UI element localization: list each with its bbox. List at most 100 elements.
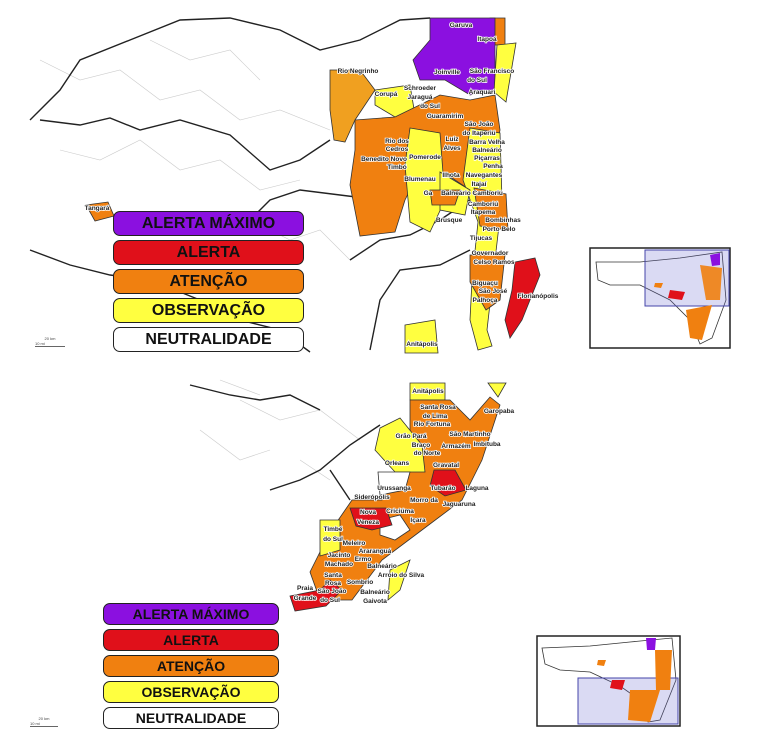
municipality-label: Grande (294, 595, 317, 602)
municipality-region (429, 469, 467, 497)
municipality-region (349, 507, 393, 531)
municipality-label: Joinville (434, 69, 460, 76)
municipality-label: São João (318, 588, 347, 595)
municipality-label: Rio Negrinho (338, 68, 379, 75)
municipality-label: Imbituba (473, 441, 500, 448)
municipal-boundaries (39, 39, 361, 481)
municipality-label: Timbé (323, 526, 342, 533)
municipality-label: Alves (443, 145, 461, 152)
municipality-label: Jaraguá (408, 94, 433, 101)
municipality-region (429, 189, 461, 206)
municipality-label: Orleans (385, 460, 410, 467)
legend-alerta: ALERTA (113, 240, 304, 265)
municipality-label: Santa (324, 572, 342, 579)
municipality-label: Balneário (472, 147, 502, 154)
municipality-label: Piçarras (474, 155, 500, 162)
municipality-region (319, 519, 341, 557)
municipality-label: São José (479, 288, 508, 295)
municipality-label: Garopaba (484, 408, 515, 415)
municipality-label: Itapema (471, 209, 496, 216)
municipality-label: Araranguá (359, 548, 392, 555)
municipality-label: Biguaçu (472, 280, 498, 287)
municipality-label: Governador (472, 250, 509, 257)
scale-mi: 10 mi (30, 721, 40, 726)
municipality-label: Siderópolis (354, 494, 390, 501)
municipality-label: Cedros (386, 146, 409, 153)
municipality-label: Balneário (367, 563, 397, 570)
municipality-label: Anitápolis (412, 388, 444, 395)
municipality-label: São Martinho (449, 431, 490, 438)
municipality-label: Pomerode (409, 154, 441, 161)
municipality-label: Ga (424, 190, 433, 197)
inset-map-top (589, 247, 731, 349)
municipality-region (374, 417, 426, 473)
municipality-label: Gaivota (363, 598, 387, 605)
municipality-region (493, 42, 517, 103)
municipality-label: do Sul (320, 597, 340, 604)
municipality-label: Camboriú (468, 201, 498, 208)
municipality-label: Braço (412, 442, 430, 449)
municipality-label: Barra Velha (469, 139, 505, 146)
municipality-region (473, 187, 509, 231)
municipality-label: Navegantes (466, 172, 503, 179)
scale-km: 20 km (44, 336, 56, 341)
municipality-label: Timbó (387, 164, 406, 171)
municipality-label: Rosa (325, 580, 341, 587)
municipality-label: do Itaperiú (462, 130, 495, 137)
municipality-label: Laguna (465, 485, 488, 492)
legend-atencao: ATENÇÃO (103, 655, 279, 677)
municipality-region (469, 254, 506, 311)
municipality-label: Blumenau (404, 176, 435, 183)
inset-map-bottom (536, 635, 681, 727)
municipality-label: Gravatal (433, 462, 459, 469)
municipality-label: Porto Belo (483, 226, 516, 233)
municipality-label: Rio dos (385, 138, 409, 145)
municipality-label: Palhoça (473, 297, 498, 304)
municipality-label: do Sul (467, 77, 487, 84)
municipality-label: Sombrio (347, 579, 373, 586)
municipality-label: Brusque (436, 217, 463, 224)
municipality-label: Santa Rosa (420, 404, 456, 411)
municipality-label: Florianópolis (518, 293, 559, 300)
municipality-region (487, 382, 507, 398)
legend-observacao: OBSERVAÇÃO (113, 298, 304, 323)
municipality-label: Celso Ramos (473, 259, 515, 266)
municipality-label: Nova (360, 509, 376, 516)
municipality-label: Praia (297, 585, 313, 592)
legend-bottom: ALERTA MÁXIMO ALERTA ATENÇÃO OBSERVAÇÃO … (103, 603, 279, 729)
legend-neutralidade: NEUTRALIDADE (113, 327, 304, 352)
municipality-label: Balneário Camboriú (441, 190, 503, 197)
municipality-region (289, 579, 343, 612)
municipality-label: Jaguaruna (443, 501, 476, 508)
legend-alerta-maximo: ALERTA MÁXIMO (113, 211, 304, 236)
municipality-label: Grão Pará (395, 433, 426, 440)
municipality-label: do Sul (323, 536, 343, 543)
municipality-label: do Sul (420, 103, 440, 110)
municipality-region (412, 17, 496, 96)
municipality-region (377, 471, 411, 496)
municipality-label: Penha (483, 163, 503, 170)
municipality-label: Corupá (375, 91, 398, 98)
municipality-label: Criciúma (386, 508, 414, 515)
scale-mi: 10 mi (35, 341, 45, 346)
municipality-label: Itajaí (472, 181, 487, 188)
legend-atencao: ATENÇÃO (113, 269, 304, 294)
municipality-region (462, 127, 503, 351)
municipality-label: Arroio do Silva (378, 572, 425, 579)
municipality-label: Morro da (410, 497, 438, 504)
municipality-label: Meleiro (343, 540, 366, 547)
municipality-label: Schroeder (404, 85, 437, 92)
municipality-label: Anitápolis (406, 341, 438, 348)
municipality-label: Tangará (85, 205, 110, 212)
municipality-label: Veneza (357, 519, 379, 526)
legend-neutralidade: NEUTRALIDADE (103, 707, 279, 729)
municipality-label: Armazém (441, 443, 470, 450)
municipality-label: Urussanga (377, 485, 411, 492)
municipality-label: Içara (410, 517, 426, 524)
municipality-region (504, 257, 541, 339)
municipality-label: de Lima (423, 413, 448, 420)
legend-top: ALERTA MÁXIMO ALERTA ATENÇÃO OBSERVAÇÃO … (113, 211, 304, 352)
legend-alerta: ALERTA (103, 629, 279, 651)
municipality-label: São João (465, 121, 494, 128)
